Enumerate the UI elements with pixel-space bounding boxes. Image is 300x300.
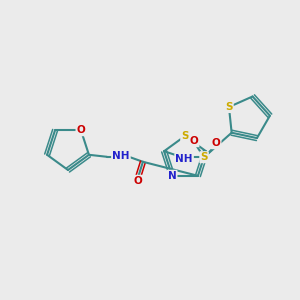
Text: O: O	[190, 136, 199, 146]
Text: O: O	[76, 125, 85, 135]
Text: O: O	[134, 176, 142, 186]
Text: S: S	[181, 131, 189, 141]
Text: S: S	[225, 102, 233, 112]
Text: NH: NH	[175, 154, 193, 164]
Text: S: S	[200, 152, 208, 162]
Text: NH: NH	[112, 151, 130, 161]
Text: O: O	[212, 138, 220, 148]
Text: N: N	[168, 171, 176, 181]
